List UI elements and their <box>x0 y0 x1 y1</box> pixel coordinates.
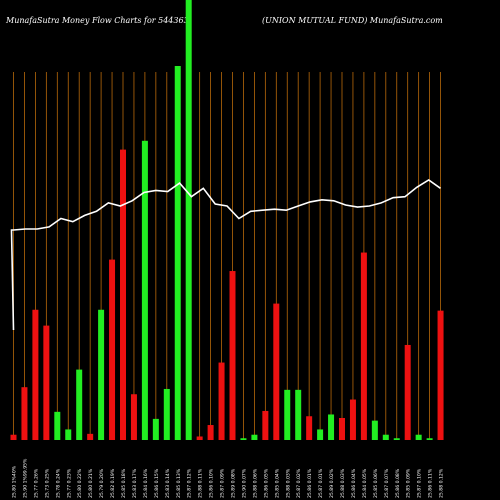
tick-layer: 25.80 1%40% 25.90 1%99.95% 25.77 0.26% 25.7… <box>12 458 445 498</box>
bar-down <box>306 416 313 440</box>
bar-down <box>109 259 116 440</box>
chart-title: MunafaSutra Money Flow Charts for 544363 <box>6 16 189 25</box>
bar-up <box>426 438 433 440</box>
x-tick-label: 25.86 0.11% <box>428 468 434 498</box>
x-tick-label: 25.88 0.06% <box>252 468 258 498</box>
x-tick-label: 25.88 0.11% <box>198 468 204 498</box>
bar-down <box>207 425 214 440</box>
bar-up <box>174 66 181 440</box>
bar-down <box>196 436 203 440</box>
x-tick-label: 25.89 0.02% <box>329 468 335 498</box>
bar-up <box>371 420 378 440</box>
bar-down <box>120 149 126 440</box>
bar-down <box>339 418 345 440</box>
x-tick-label: 25.85 0.06% <box>373 468 379 498</box>
bar-down <box>87 433 94 440</box>
bar-up <box>65 429 72 440</box>
x-tick-label: 25.77 0.23% <box>66 468 72 498</box>
bar-down <box>360 252 367 440</box>
x-tick-label: 25.80 0.22% <box>77 468 83 498</box>
bar-down <box>10 434 17 440</box>
bar-down <box>43 325 50 440</box>
bar-up <box>185 0 192 440</box>
chart-subtitle: (UNION MUTUAL FUND) MunafaSutra.com <box>262 16 443 25</box>
x-tick-label: 25.87 0.07% <box>384 468 390 498</box>
x-tick-label: 25.84 0.16% <box>143 468 149 498</box>
bar-up <box>240 438 247 440</box>
bar-down <box>229 271 236 440</box>
x-tick-label: 25.88 0.03% <box>285 468 291 498</box>
bar-up <box>284 389 291 440</box>
x-tick-label: 25.80 1%40% <box>12 465 18 498</box>
x-tick-label: 25.86 0.15% <box>154 468 160 498</box>
bar-up <box>393 438 400 440</box>
bar-down <box>262 410 269 440</box>
bar-up <box>382 434 389 440</box>
bar-down <box>349 399 356 440</box>
x-tick-label: 25.86 0.05% <box>263 468 269 498</box>
x-tick-label: 25.87 0.09% <box>220 468 226 498</box>
x-tick-label: 25.90 1%99.95% <box>22 458 28 498</box>
x-tick-label: 25.90 0.07% <box>241 468 247 498</box>
x-tick-label: 25.87 0.10% <box>417 468 423 498</box>
x-tick-label: 25.89 0.08% <box>231 468 237 498</box>
x-tick-label: 25.73 0.25% <box>44 468 50 498</box>
bar-down <box>404 344 411 440</box>
bar-up <box>54 411 61 440</box>
bar-up <box>251 434 258 440</box>
x-tick-label: 25.85 0.13% <box>176 468 182 498</box>
x-tick-label: 25.87 0.12% <box>187 468 193 498</box>
x-tick-label: 25.85 0.18% <box>121 468 127 498</box>
x-tick-label: 25.86 0.10% <box>209 468 215 498</box>
line-layer <box>10 179 441 331</box>
bar-down <box>21 387 28 440</box>
bar-up <box>317 429 324 440</box>
bar-up <box>295 389 302 440</box>
bar-up <box>76 369 83 440</box>
bar-layer <box>10 0 444 441</box>
x-tick-label: 25.83 0.17% <box>132 468 138 498</box>
x-tick-label: 25.79 0.20% <box>99 468 105 498</box>
price-line <box>10 179 441 331</box>
x-tick-label: 25.88 0.03% <box>340 468 346 498</box>
x-tick-label: 25.85 0.09% <box>406 468 412 498</box>
x-tick-label: 25.84 0.05% <box>362 468 368 498</box>
bar-up <box>152 418 159 440</box>
x-tick-label: 25.88 0.12% <box>439 468 445 498</box>
x-tick-label: 25.86 0.04% <box>351 468 357 498</box>
x-tick-label: 25.80 0.21% <box>88 468 94 498</box>
x-tick-label: 25.83 0.14% <box>165 468 171 498</box>
bar-up <box>415 434 422 440</box>
x-tick-label: 25.87 0.02% <box>296 468 302 498</box>
x-tick-label: 25.82 0.19% <box>110 468 116 498</box>
x-tick-label: 25.86 0.01% <box>307 468 313 498</box>
bar-up <box>141 140 148 441</box>
x-tick-label: 25.78 0.24% <box>55 468 61 498</box>
bar-down <box>218 362 225 440</box>
x-tick-label: 25.87 0.01% <box>318 468 324 498</box>
bar-up <box>328 414 335 440</box>
x-tick-label: 25.85 0.04% <box>274 468 280 498</box>
bar-down <box>32 309 39 440</box>
bar-up <box>163 388 170 440</box>
bar-up <box>98 309 105 440</box>
bar-down <box>273 303 280 440</box>
x-tick-label: 25.77 0.26% <box>33 468 39 498</box>
bar-down <box>130 394 137 440</box>
bar-down <box>437 310 444 440</box>
x-tick-label: 25.86 0.08% <box>395 468 401 498</box>
